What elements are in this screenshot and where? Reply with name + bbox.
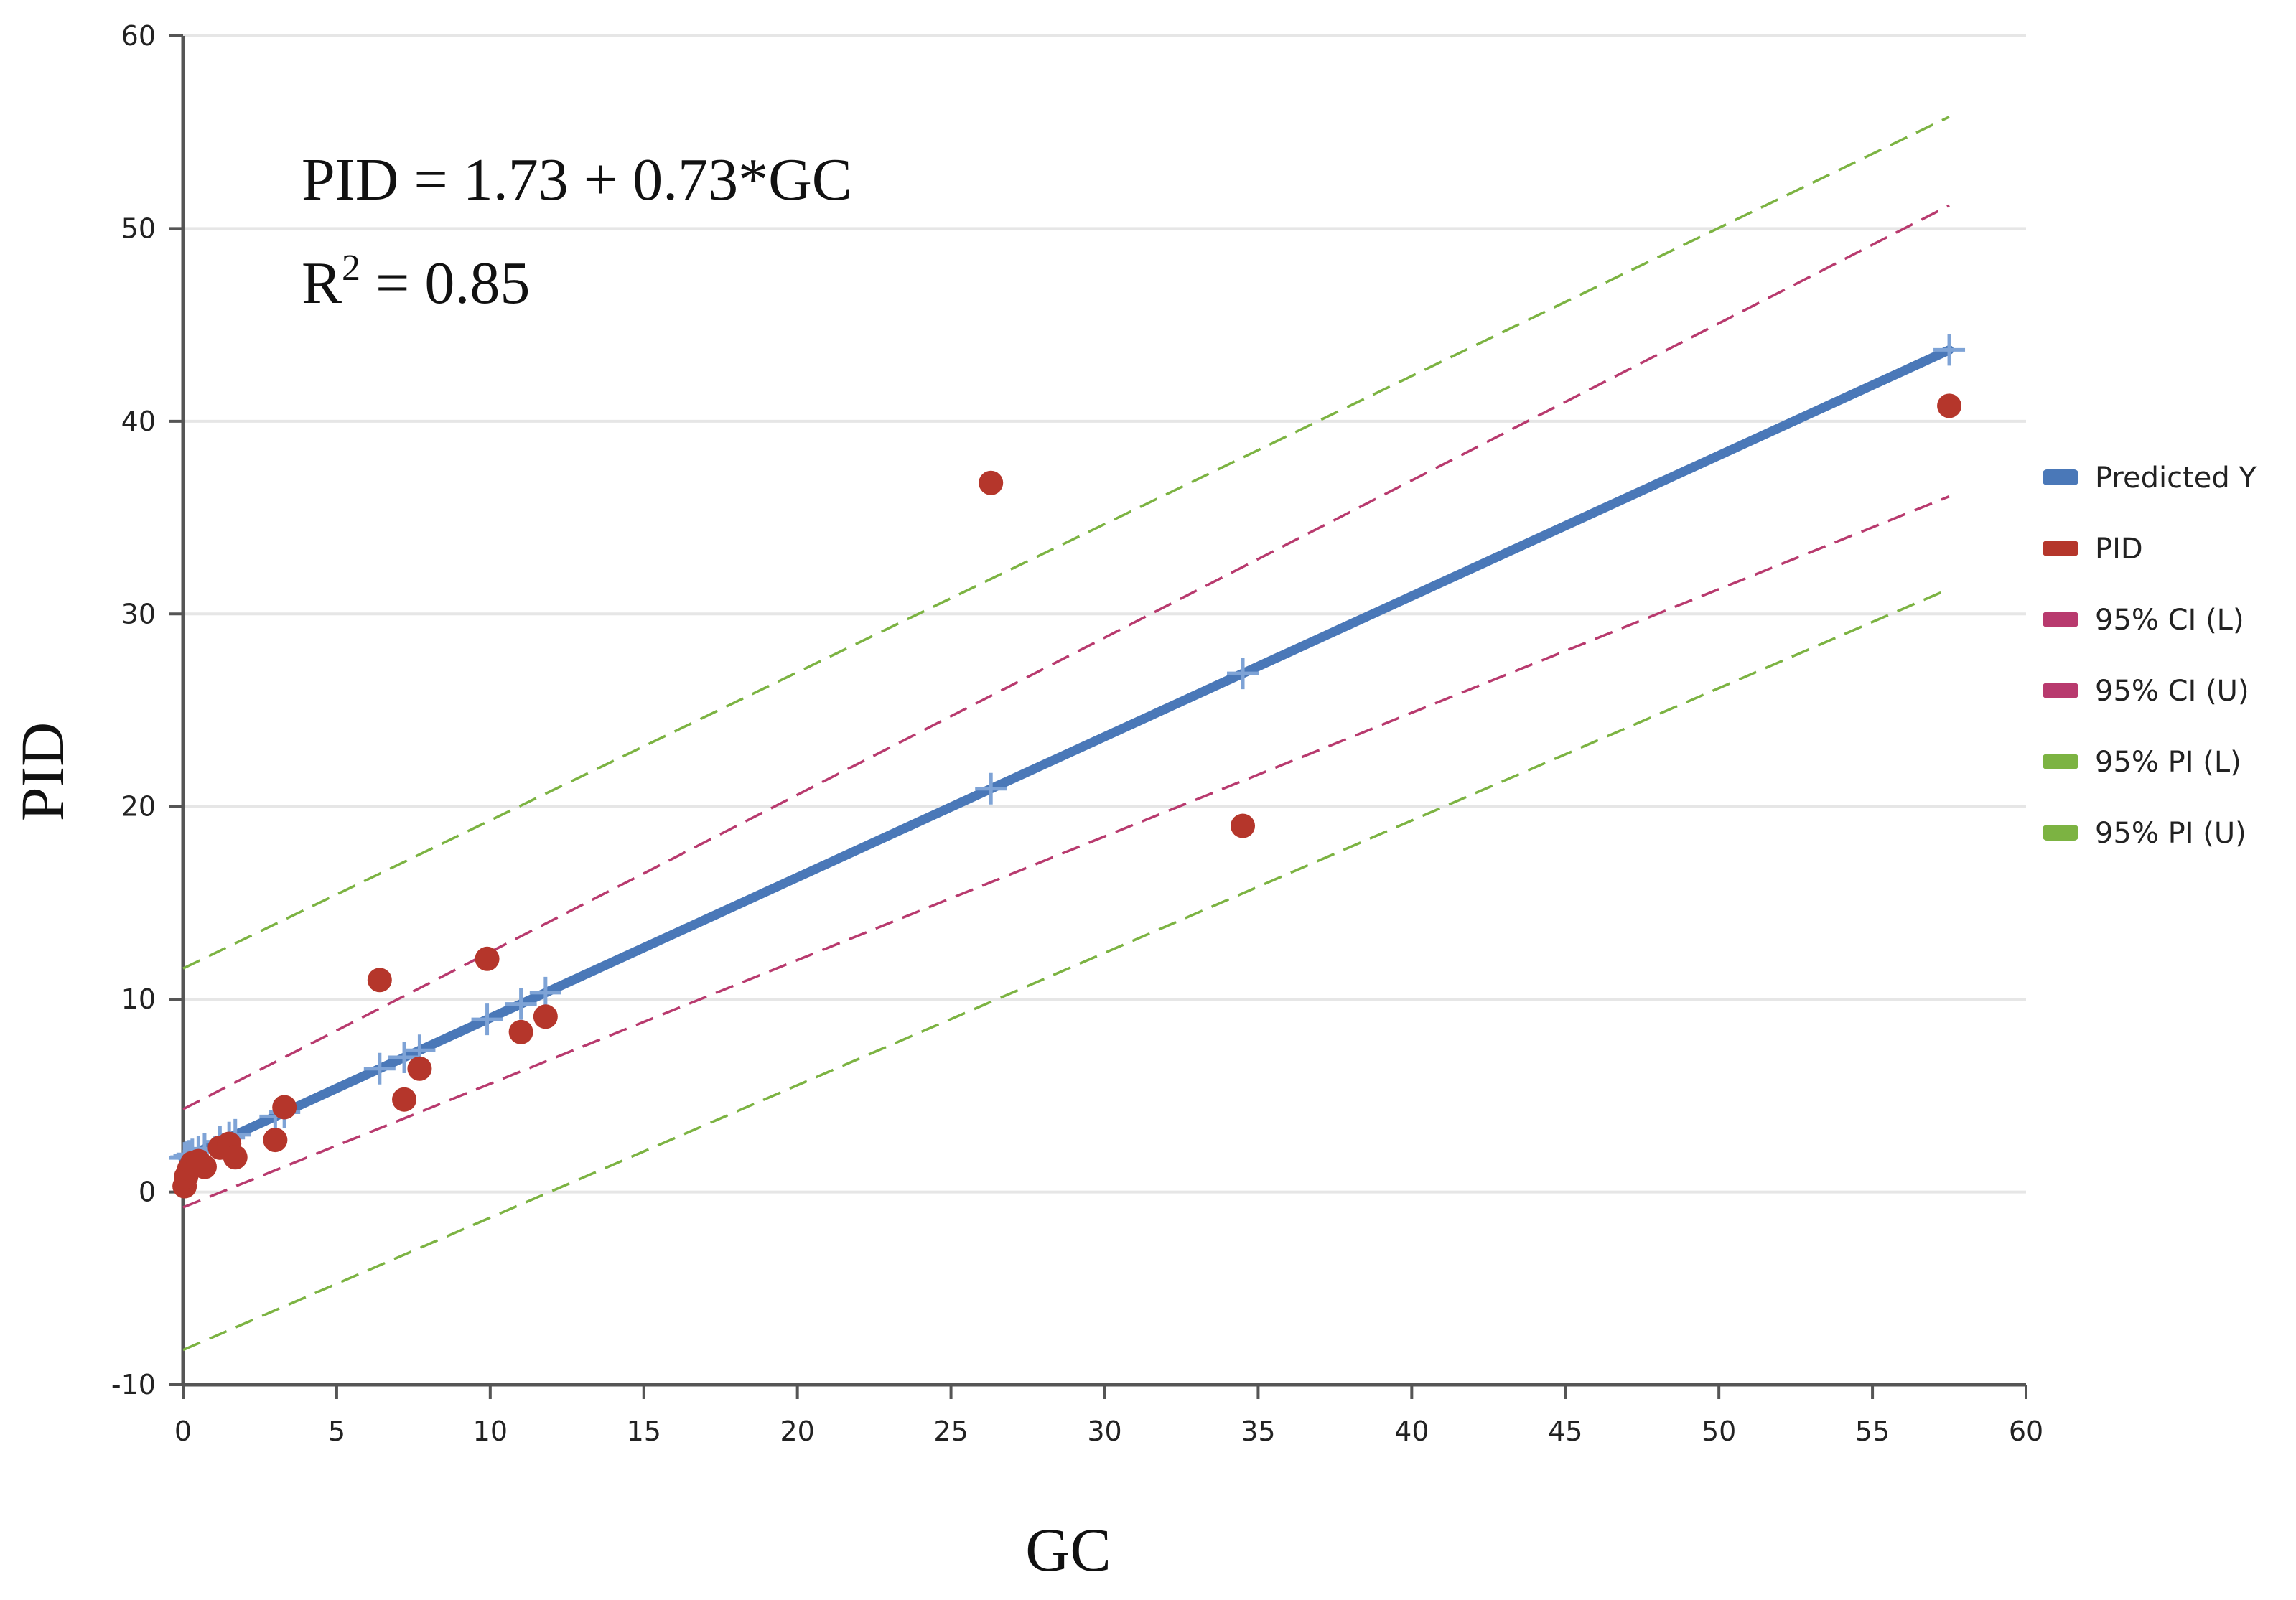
pid-point <box>392 1087 417 1112</box>
x-tick-label: 5 <box>328 1416 345 1447</box>
grid-lines <box>183 34 2026 1194</box>
x-tick-label: 15 <box>627 1416 661 1447</box>
predicted-y-marker <box>388 1042 421 1074</box>
y-axis-title: PID <box>8 722 77 822</box>
legend-swatch-predicted-y <box>2043 469 2078 485</box>
predicted-y-marker <box>471 1003 503 1036</box>
x-tick-label: 10 <box>473 1416 508 1447</box>
y-tick-label: -10 <box>111 1369 156 1400</box>
predicted-y-marker <box>529 976 561 1009</box>
pid-point <box>223 1145 248 1170</box>
pid-point <box>272 1095 297 1120</box>
legend-label-predicted-y: Predicted Y <box>2095 462 2257 495</box>
legend-swatch-95-pi-u <box>2043 825 2078 841</box>
series-line-95-ci-l <box>182 495 1950 1209</box>
x-tick-label: 45 <box>1548 1416 1582 1447</box>
legend-swatch-95-pi-l <box>2043 754 2078 769</box>
x-tick-label: 30 <box>1087 1416 1121 1447</box>
pid-point <box>979 470 1004 495</box>
pid-point <box>192 1154 217 1179</box>
x-tick-label: 50 <box>1702 1416 1736 1447</box>
plot-series <box>169 116 1966 1352</box>
y-tick-label: 30 <box>121 598 156 630</box>
pid-point <box>1937 393 1962 418</box>
series-line-95-pi-l <box>182 587 1950 1352</box>
pid-point <box>367 968 392 993</box>
legend-label-95-pi-l: 95% PI (L) <box>2095 746 2241 779</box>
predicted-y-line <box>178 345 1954 1164</box>
x-tick-label: 40 <box>1394 1416 1429 1447</box>
x-tick-label: 35 <box>1241 1416 1275 1447</box>
y-tick-label: 20 <box>121 791 156 823</box>
x-tick-label: 60 <box>2009 1416 2043 1447</box>
pid-point <box>1231 813 1256 838</box>
r-squared-symbol: R <box>302 250 342 317</box>
legend-swatch-95-ci-l <box>2043 612 2078 627</box>
y-tick-label: 0 <box>139 1176 156 1208</box>
y-tick-label: 60 <box>121 20 156 52</box>
legend-label-95-pi-u: 95% PI (U) <box>2095 817 2246 850</box>
legend: Predicted Y PID 95% CI (L) 95% CI (U) 95% PI… <box>2043 462 2257 850</box>
pid-point <box>475 946 500 971</box>
predicted-y-marker <box>505 988 537 1020</box>
r-squared-annotation: R2 = 0.85 <box>302 248 530 317</box>
y-tick-label: 40 <box>121 406 156 437</box>
r-squared-superscript: 2 <box>342 248 360 289</box>
legend-label-pid: PID <box>2095 533 2143 566</box>
predicted-y-marker <box>975 772 1007 805</box>
tick-labels: -10 0 10 20 30 40 50 60 0 5 10 15 20 25 30 35 40 45 50 55 60 <box>111 20 2043 1447</box>
equation-annotation: PID = 1.73 + 0.73*GC <box>302 146 852 213</box>
pid-point <box>407 1056 432 1081</box>
y-tick-label: 10 <box>121 983 156 1015</box>
x-axis-title: GC <box>1025 1515 1111 1584</box>
pid-point <box>508 1019 533 1044</box>
x-tick-label: 20 <box>780 1416 814 1447</box>
predicted-y-marker <box>1227 658 1259 690</box>
x-tick-label: 0 <box>174 1416 192 1447</box>
axes <box>169 34 2027 1399</box>
legend-swatch-95-ci-u <box>2043 683 2078 698</box>
predicted-y-marker <box>363 1052 396 1085</box>
pid-point <box>263 1128 288 1153</box>
series-line-95-ci-u <box>182 204 1950 1110</box>
predicted-y-marker <box>1933 334 1966 366</box>
legend-label-95-ci-l: 95% CI (L) <box>2095 604 2244 637</box>
pid-point <box>533 1004 558 1029</box>
r-squared-value: = 0.85 <box>360 250 530 317</box>
series-line-95-pi-u <box>182 116 1950 970</box>
x-tick-label: 25 <box>933 1416 968 1447</box>
x-tick-label: 55 <box>1855 1416 1890 1447</box>
legend-swatch-pid <box>2043 541 2078 556</box>
legend-label-95-ci-u: 95% CI (U) <box>2095 675 2249 708</box>
y-tick-label: 50 <box>121 212 156 244</box>
